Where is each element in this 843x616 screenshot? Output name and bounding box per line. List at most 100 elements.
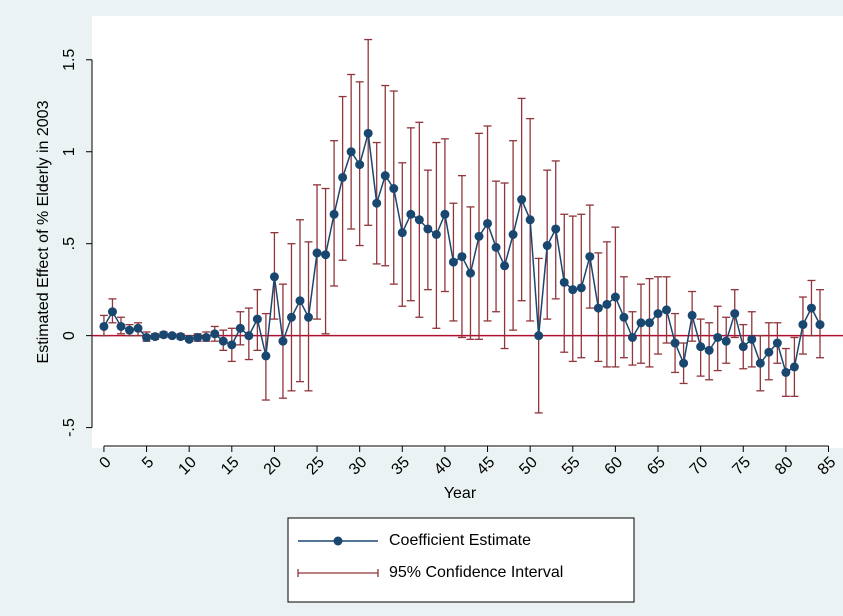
estimate-point xyxy=(338,172,348,182)
estimate-point xyxy=(789,362,799,372)
estimate-point xyxy=(431,230,441,239)
estimate-point xyxy=(585,252,595,262)
x-tick-label: 50 xyxy=(516,454,541,479)
estimate-point xyxy=(679,358,689,368)
estimate-point xyxy=(764,347,774,357)
estimate-point xyxy=(389,184,399,194)
estimate-point xyxy=(781,367,791,377)
estimate-point xyxy=(133,323,143,333)
x-tick-label: 45 xyxy=(474,454,499,479)
estimate-point xyxy=(551,224,561,234)
estimate-point xyxy=(244,331,254,341)
estimate-point xyxy=(440,209,450,219)
estimate-point xyxy=(525,215,535,225)
estimate-point xyxy=(269,272,279,282)
estimate-point xyxy=(559,277,569,287)
estimate-point xyxy=(150,332,160,342)
x-tick-label: 55 xyxy=(559,454,584,479)
estimate-point xyxy=(235,323,245,333)
estimate-point xyxy=(738,342,748,352)
estimate-point xyxy=(721,336,731,346)
estimate-point xyxy=(755,358,765,368)
estimate-point xyxy=(696,342,706,352)
estimate-point xyxy=(747,334,757,344)
estimate-point xyxy=(261,351,271,361)
estimate-point xyxy=(406,209,416,219)
estimate-point xyxy=(500,261,510,271)
x-tick-label: 10 xyxy=(175,454,200,479)
estimate-point xyxy=(448,257,458,267)
estimate-point xyxy=(508,230,518,239)
legend-marker xyxy=(333,536,343,546)
estimate-point xyxy=(278,336,288,346)
estimate-point xyxy=(610,292,620,302)
y-tick-label: 1.5 xyxy=(61,49,78,71)
x-tick-label: 40 xyxy=(431,454,456,479)
estimate-point xyxy=(116,321,126,331)
x-tick-label: 15 xyxy=(218,454,243,479)
estimate-point xyxy=(176,332,186,342)
y-tick-label: .5 xyxy=(61,237,78,250)
estimate-point xyxy=(397,228,407,238)
estimate-point xyxy=(636,318,646,328)
estimate-point xyxy=(355,160,365,170)
x-axis-title: Year xyxy=(444,485,477,502)
estimate-point xyxy=(670,338,680,348)
estimate-point xyxy=(568,285,578,295)
estimate-point xyxy=(286,312,296,322)
y-tick-label: 1 xyxy=(61,147,78,156)
estimate-point xyxy=(662,305,672,315)
estimate-point xyxy=(534,331,544,341)
estimate-point xyxy=(798,320,808,330)
estimate-point xyxy=(517,195,527,205)
x-tick-label: 35 xyxy=(388,454,413,479)
estimate-point xyxy=(295,296,305,306)
x-tick-label: 75 xyxy=(729,454,754,479)
estimate-point xyxy=(159,330,169,340)
estimate-point xyxy=(704,345,714,355)
estimate-point xyxy=(167,331,177,341)
estimate-point xyxy=(125,325,135,335)
legend xyxy=(287,517,635,603)
legend-label: Coefficient Estimate xyxy=(389,532,531,549)
x-tick-label: 30 xyxy=(346,454,371,479)
x-tick-label: 60 xyxy=(602,454,627,479)
estimate-point xyxy=(312,248,322,258)
estimate-point xyxy=(142,332,152,342)
estimate-point xyxy=(201,332,211,342)
estimate-point xyxy=(576,283,586,293)
estimate-point xyxy=(457,252,467,262)
y-tick-label: 0 xyxy=(61,331,78,340)
estimate-point xyxy=(380,171,390,181)
estimate-point xyxy=(474,231,484,241)
estimate-point xyxy=(815,320,825,330)
estimate-point xyxy=(184,334,194,344)
estimate-point xyxy=(218,336,228,346)
estimate-point xyxy=(227,340,237,350)
x-tick-label: 65 xyxy=(644,454,669,479)
estimate-point xyxy=(414,215,424,225)
estimate-point xyxy=(252,314,262,324)
legend-label: 95% Confidence Interval xyxy=(389,564,563,581)
estimate-point xyxy=(346,147,356,157)
estimate-point xyxy=(423,224,433,234)
estimate-point xyxy=(772,338,782,348)
plot-area xyxy=(92,16,843,448)
estimate-point xyxy=(593,303,603,313)
x-tick-label: 70 xyxy=(687,454,712,479)
estimate-point xyxy=(321,250,331,260)
x-tick-label: 20 xyxy=(261,454,286,479)
estimate-point xyxy=(730,309,740,319)
estimate-point xyxy=(619,312,629,322)
estimate-point xyxy=(713,332,723,342)
estimate-point xyxy=(363,128,373,138)
x-tick-label: 25 xyxy=(303,454,328,479)
estimate-point xyxy=(653,309,663,319)
estimate-point xyxy=(483,218,493,228)
x-tick-label: 85 xyxy=(815,454,840,479)
estimate-point xyxy=(210,329,220,339)
estimate-point xyxy=(465,268,475,278)
estimate-point xyxy=(602,299,612,309)
estimate-point xyxy=(491,242,501,252)
